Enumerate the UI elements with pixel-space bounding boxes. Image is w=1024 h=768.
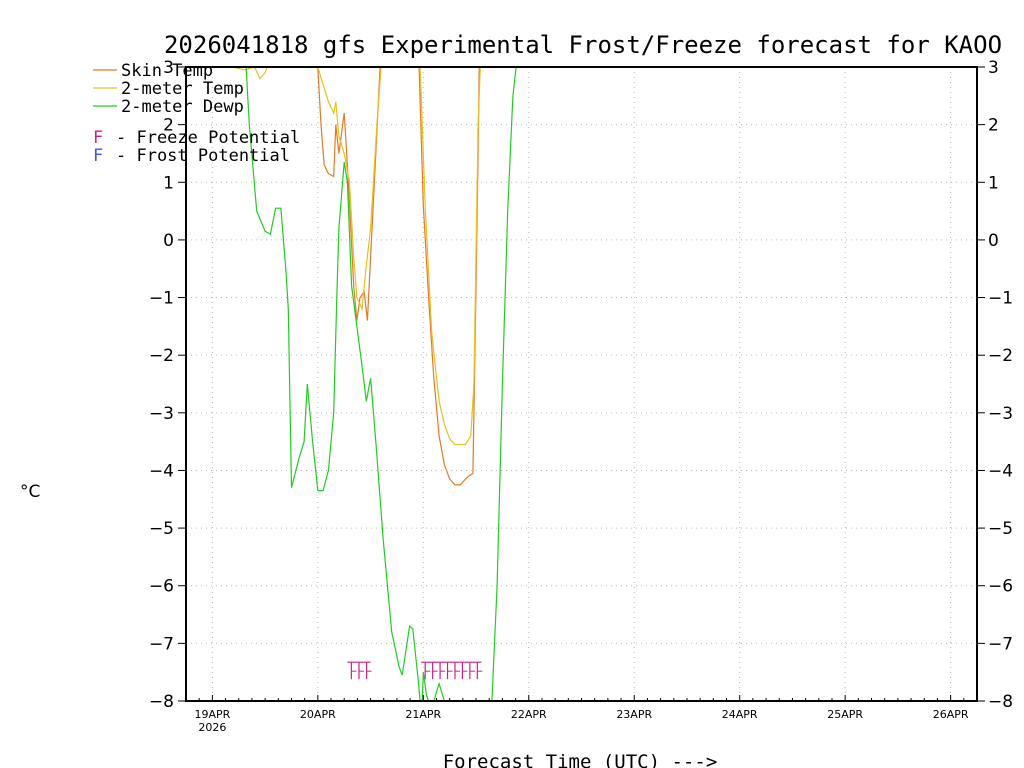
legend-line-label: 2-meter Dewp <box>121 97 244 117</box>
x-tick-label: 21APR <box>405 708 441 721</box>
y-tick-label-left: 3 <box>163 58 174 78</box>
x-tick-label: 19APR <box>194 708 230 721</box>
y-tick-label-left: −8 <box>149 692 174 712</box>
y-tick-label-left: 1 <box>163 173 174 193</box>
plot-frame <box>185 66 978 702</box>
x-tick-sublabel: 2026 <box>198 721 226 734</box>
x-tick-label: 26APR <box>933 708 969 721</box>
y-tick-label-left: −6 <box>149 577 174 597</box>
y-tick-label-right: −7 <box>988 634 1013 654</box>
grid <box>186 67 977 701</box>
x-axis-label: Forecast Time (UTC) ---> <box>443 751 718 768</box>
legend-marker-symbol: F <box>93 146 103 166</box>
x-tick-label: 23APR <box>616 708 652 721</box>
series-line-2-meter-temp <box>419 67 481 446</box>
x-tick-label: 20APR <box>300 708 336 721</box>
x-tick-label: 24APR <box>722 708 758 721</box>
series-line-skin-temp <box>418 67 480 486</box>
y-tick-label-left: −7 <box>149 634 174 654</box>
y-tick-label-right: 0 <box>988 231 999 251</box>
series-line-2-meter-temp <box>233 67 268 80</box>
y-tick-label-left: 2 <box>163 116 174 136</box>
y-tick-label-right: −1 <box>988 289 1013 309</box>
series-line-2-meter-temp <box>317 67 382 312</box>
y-tick-label-right: −3 <box>988 404 1013 424</box>
series-line-2-meter-dewp <box>421 672 430 701</box>
x-tick-label: 22APR <box>511 708 547 721</box>
y-tick-label-right: −6 <box>988 577 1013 597</box>
chart-title: 2026041818 gfs Experimental Frost/Freeze… <box>164 31 1002 59</box>
y-tick-label-left: 0 <box>163 231 174 251</box>
series-line-2-meter-dewp <box>433 681 445 701</box>
y-tick-label-right: −4 <box>988 461 1013 481</box>
series-line-2-meter-dewp <box>245 67 421 701</box>
series-line-skin-temp <box>317 67 381 321</box>
y-tick-label-right: −2 <box>988 346 1013 366</box>
legend-marker-label: - Freeze Potential <box>116 128 300 148</box>
legend-line-label: 2-meter Temp <box>121 79 244 99</box>
y-tick-label-right: −5 <box>988 519 1013 539</box>
y-axis-ticks: 3 3 2 2 1 1 0 0 −1 −1 −2 −2 −3 −3 −4 −4 −5 −5 −6 −6 −7 −7 −8 −8 <box>149 58 1013 712</box>
y-tick-label-left: −1 <box>149 289 174 309</box>
y-tick-label-left: −2 <box>149 346 174 366</box>
y-tick-label-left: −4 <box>149 461 174 481</box>
series-layer <box>233 67 517 701</box>
y-axis-label: °C <box>20 482 40 502</box>
y-tick-label-right: −8 <box>988 692 1013 712</box>
y-tick-label-left: −5 <box>149 519 174 539</box>
y-tick-label-right: 2 <box>988 116 999 136</box>
y-tick-label-left: −3 <box>149 404 174 424</box>
legend-marker-label: - Frost Potential <box>116 146 290 166</box>
y-tick-label-right: 1 <box>988 173 999 193</box>
series-line-2-meter-dewp <box>491 67 517 701</box>
freeze-markers <box>347 661 483 680</box>
legend-marker-symbol: F <box>93 128 103 148</box>
legend-line-label: Skin Temp <box>121 61 213 81</box>
y-tick-label-right: 3 <box>988 58 999 78</box>
x-tick-label: 25APR <box>827 708 863 721</box>
